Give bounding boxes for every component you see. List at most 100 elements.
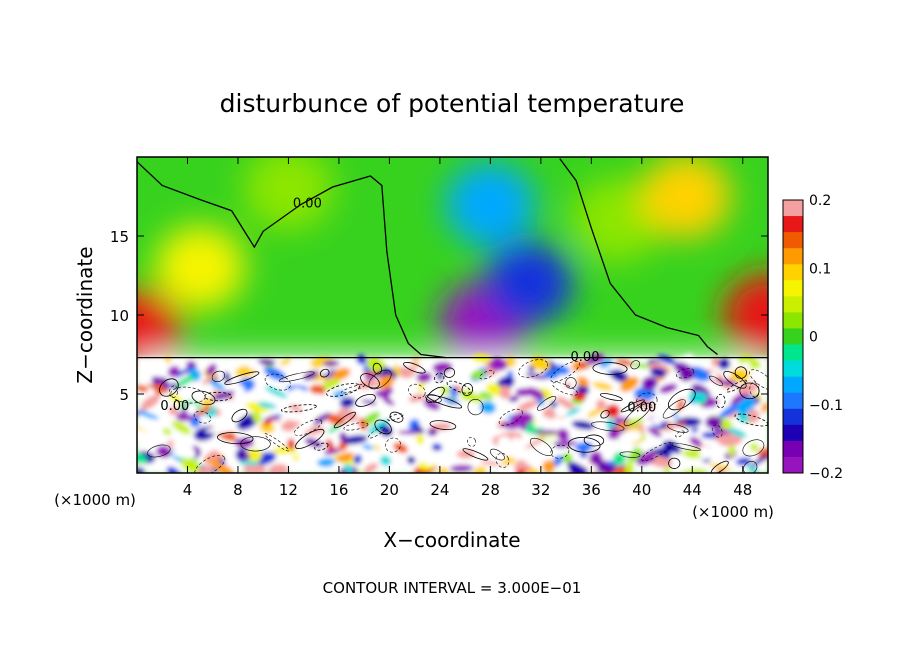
field-feature — [749, 442, 759, 452]
field-feature — [319, 365, 330, 374]
colorbar-tick-label: −0.1 — [809, 398, 843, 414]
contour-line — [340, 384, 365, 394]
field-feature — [529, 356, 551, 371]
field-feature — [243, 157, 334, 231]
contour-line — [355, 393, 376, 407]
field-feature — [212, 390, 235, 401]
x-tick-label: 32 — [531, 481, 550, 499]
colorbar-swatch — [783, 376, 803, 394]
contour-line — [211, 370, 226, 383]
contour-line — [446, 380, 471, 394]
field-feature — [167, 365, 180, 378]
field-feature — [156, 445, 172, 459]
contour-line — [194, 454, 226, 473]
field-feature — [367, 419, 389, 435]
field-feature — [567, 461, 586, 473]
colorbar-swatch — [783, 392, 803, 410]
field-feature — [557, 391, 571, 401]
field-feature — [415, 359, 427, 368]
colorbar-swatch — [783, 440, 803, 458]
field-feature — [251, 411, 262, 423]
contour-line — [479, 370, 495, 380]
plot-area — [137, 157, 768, 473]
field-feature — [256, 359, 276, 366]
field-feature — [616, 421, 628, 431]
contour-line — [374, 419, 392, 435]
field-feature — [239, 460, 261, 466]
field-feature — [576, 376, 590, 387]
field-feature — [311, 412, 332, 426]
field-feature — [711, 356, 720, 367]
contour-line — [667, 388, 696, 411]
contour-line — [193, 410, 212, 424]
colorbar-swatch — [783, 216, 803, 233]
contour-line — [231, 408, 248, 423]
contour-line — [403, 361, 426, 374]
field-feature — [375, 397, 386, 410]
field-feature — [363, 463, 379, 473]
y-tick-label: 5 — [119, 386, 129, 404]
field-feature — [406, 456, 416, 465]
field-feature — [552, 406, 567, 417]
field-feature — [456, 449, 476, 459]
field-feature — [519, 423, 528, 431]
field-feature — [287, 438, 296, 450]
contour-line — [567, 437, 601, 453]
contour-line — [147, 444, 171, 458]
field-feature — [550, 401, 558, 409]
field-feature — [140, 394, 160, 410]
field-feature — [332, 390, 347, 398]
field-feature — [619, 376, 639, 392]
field-feature — [510, 412, 534, 426]
contour-line — [529, 437, 553, 456]
contour-line — [137, 161, 447, 359]
field-feature — [534, 417, 551, 428]
field-feature — [470, 369, 486, 380]
field-feature — [218, 402, 236, 413]
field-feature — [727, 445, 736, 457]
field-feature — [562, 452, 573, 464]
field-feature — [747, 408, 760, 423]
contour-line — [368, 369, 392, 390]
contour-line — [550, 444, 570, 459]
field-feature — [651, 417, 662, 426]
field-feature — [397, 430, 422, 435]
field-feature — [741, 362, 751, 371]
field-feature — [691, 427, 699, 433]
contour-line — [264, 433, 290, 452]
colorbar-swatch — [783, 248, 803, 265]
contour-line — [427, 394, 463, 409]
chart-title: disturbunce of potential temperature — [220, 89, 685, 118]
contour-line — [675, 430, 685, 438]
field-feature — [427, 428, 438, 437]
field-feature — [499, 385, 511, 400]
field-feature — [718, 403, 741, 419]
field-feature — [172, 440, 196, 458]
field-feature — [761, 402, 768, 413]
contour-line — [462, 448, 489, 461]
field-feature — [374, 390, 390, 399]
colorbar-frame — [782, 199, 804, 474]
y-axis-label: Z−coordinate — [73, 246, 97, 383]
x-tick-label: 36 — [582, 481, 601, 499]
contour-line — [387, 413, 404, 421]
contour-line — [749, 369, 768, 390]
contour-label: 0.00 — [627, 400, 656, 415]
field-feature — [231, 383, 245, 392]
field-feature — [534, 429, 560, 435]
field-feature — [718, 358, 731, 370]
field-feature — [292, 454, 300, 462]
field-feature — [205, 428, 232, 434]
field-feature — [168, 406, 179, 416]
field-feature — [688, 391, 708, 402]
contour-line — [467, 437, 477, 447]
field-feature — [143, 435, 156, 444]
field-feature — [467, 420, 483, 432]
field-feature — [361, 399, 379, 405]
x-tick-label: 4 — [183, 481, 193, 499]
field-feature — [336, 452, 355, 463]
field-feature — [677, 421, 686, 428]
field-feature — [416, 371, 432, 383]
field-feature — [436, 373, 445, 381]
contour-line — [293, 419, 323, 436]
